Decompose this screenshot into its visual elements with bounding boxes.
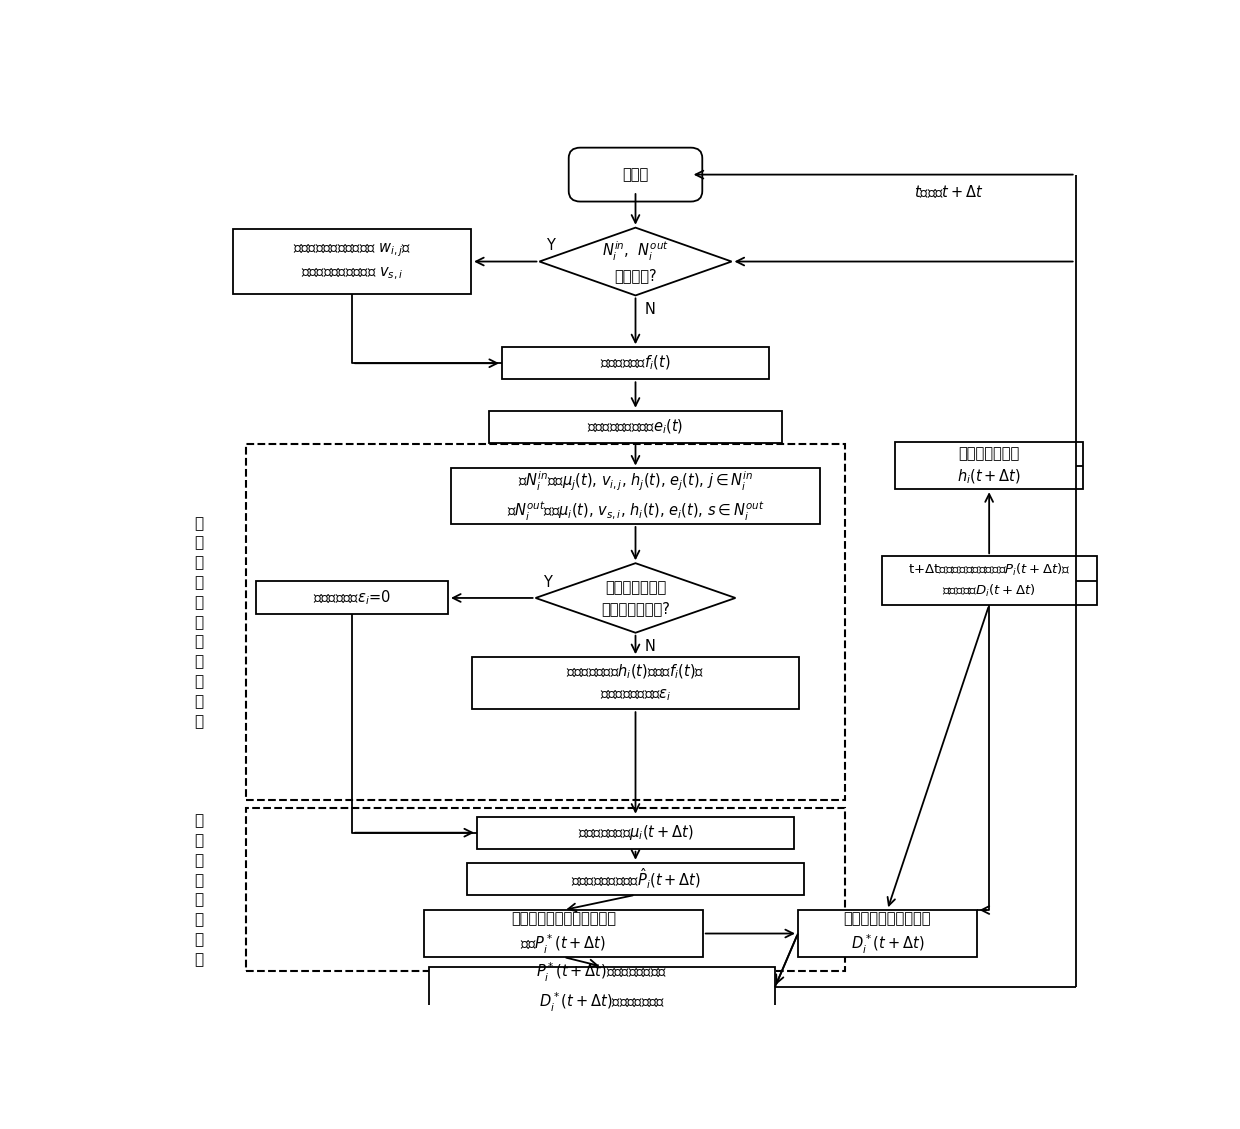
FancyBboxPatch shape [255, 581, 448, 614]
Text: 根据全局感知项$h_i(t)$、频率$f_i(t)$，
设定频率反馈系数$\varepsilon_i$: 根据全局感知项$h_i(t)$、频率$f_i(t)$， 设定频率反馈系数$\va… [567, 663, 704, 703]
Text: 频率反馈系数$\varepsilon_i$=0: 频率反馈系数$\varepsilon_i$=0 [312, 588, 391, 607]
Text: 考虑约束条件计算有功出力
指令$P_i^*(t+\Delta t)$: 考虑约束条件计算有功出力 指令$P_i^*(t+\Delta t)$ [511, 911, 616, 956]
FancyBboxPatch shape [467, 863, 804, 895]
Polygon shape [539, 228, 732, 296]
Text: 自
适
应
调
节
频
率
反
馈
系
数: 自 适 应 调 节 频 率 反 馈 系 数 [195, 516, 203, 729]
FancyBboxPatch shape [797, 910, 977, 957]
FancyBboxPatch shape [477, 816, 794, 849]
FancyBboxPatch shape [502, 347, 769, 379]
Text: $N_i^{in}$,  $N_i^{out}$
是否有变?: $N_i^{in}$, $N_i^{out}$ 是否有变? [601, 239, 670, 283]
Polygon shape [536, 563, 735, 632]
FancyBboxPatch shape [472, 657, 799, 709]
Text: 更新全局感知项
$h_i(t+\Delta t)$: 更新全局感知项 $h_i(t+\Delta t)$ [957, 446, 1022, 485]
Text: N: N [645, 301, 656, 317]
FancyBboxPatch shape [569, 148, 702, 202]
FancyBboxPatch shape [429, 966, 775, 1008]
Text: 计算无约束计划出力$\hat{P}_i(t+\Delta t)$: 计算无约束计划出力$\hat{P}_i(t+\Delta t)$ [570, 867, 701, 891]
Text: 更新频率误差校对项$e_i(t)$: 更新频率误差校对项$e_i(t)$ [588, 418, 683, 436]
Bar [247, 808, 844, 971]
FancyBboxPatch shape [424, 910, 703, 957]
Text: $t$更新为$t+\Delta t$: $t$更新为$t+\Delta t$ [914, 184, 983, 200]
Text: 从$N_i^{in}$获取$\mu_j(t)$, $v_{i,j}$, $h_j(t)$, $e_j(t)$, $j\in N_i^{in}$
向$N_i^{o: 从$N_i^{in}$获取$\mu_j(t)$, $v_{i,j}$, $h_j… [507, 470, 764, 523]
Text: 计
算
有
功
出
力
指
令: 计 算 有 功 出 力 指 令 [195, 813, 203, 966]
FancyBboxPatch shape [489, 411, 782, 443]
FancyBboxPatch shape [450, 469, 821, 524]
Text: N: N [645, 639, 656, 654]
FancyBboxPatch shape [895, 443, 1084, 489]
FancyBboxPatch shape [882, 557, 1096, 605]
Text: Y: Y [547, 238, 556, 253]
Text: 预估成本微增率$\mu_i(t+\Delta t)$: 预估成本微增率$\mu_i(t+\Delta t)$ [578, 823, 693, 842]
Text: 对比判定频率测
量值是否有误差?: 对比判定频率测 量值是否有误差? [601, 580, 670, 615]
Text: t+$\Delta$t时刻测量实际有功出力$P_i(t+\Delta t)$，
和有功需求$D_i(t+\Delta t)$: t+$\Delta$t时刻测量实际有功出力$P_i(t+\Delta t)$， … [908, 562, 1070, 599]
Text: 初始化: 初始化 [622, 167, 649, 182]
Bar [247, 444, 844, 799]
Text: Y: Y [543, 575, 552, 589]
Text: 修正输入型邻居单元权重 $w_{i,j}$，
和输出型邻居单元权重 $v_{s,i}$: 修正输入型邻居单元权重 $w_{i,j}$， 和输出型邻居单元权重 $v_{s,… [293, 242, 412, 282]
Text: 计划可控负荷响应指令
$D_i^*(t+\Delta t)$: 计划可控负荷响应指令 $D_i^*(t+\Delta t)$ [843, 911, 931, 956]
FancyBboxPatch shape [233, 229, 471, 294]
Text: $P_i^*(t+\Delta t)$发送至发电设备，
$D_i^*(t+\Delta t)$发送至用电设备: $P_i^*(t+\Delta t)$发送至发电设备， $D_i^*(t+\De… [536, 961, 667, 1014]
Text: 测量系统频率$f_i(t)$: 测量系统频率$f_i(t)$ [600, 355, 671, 373]
